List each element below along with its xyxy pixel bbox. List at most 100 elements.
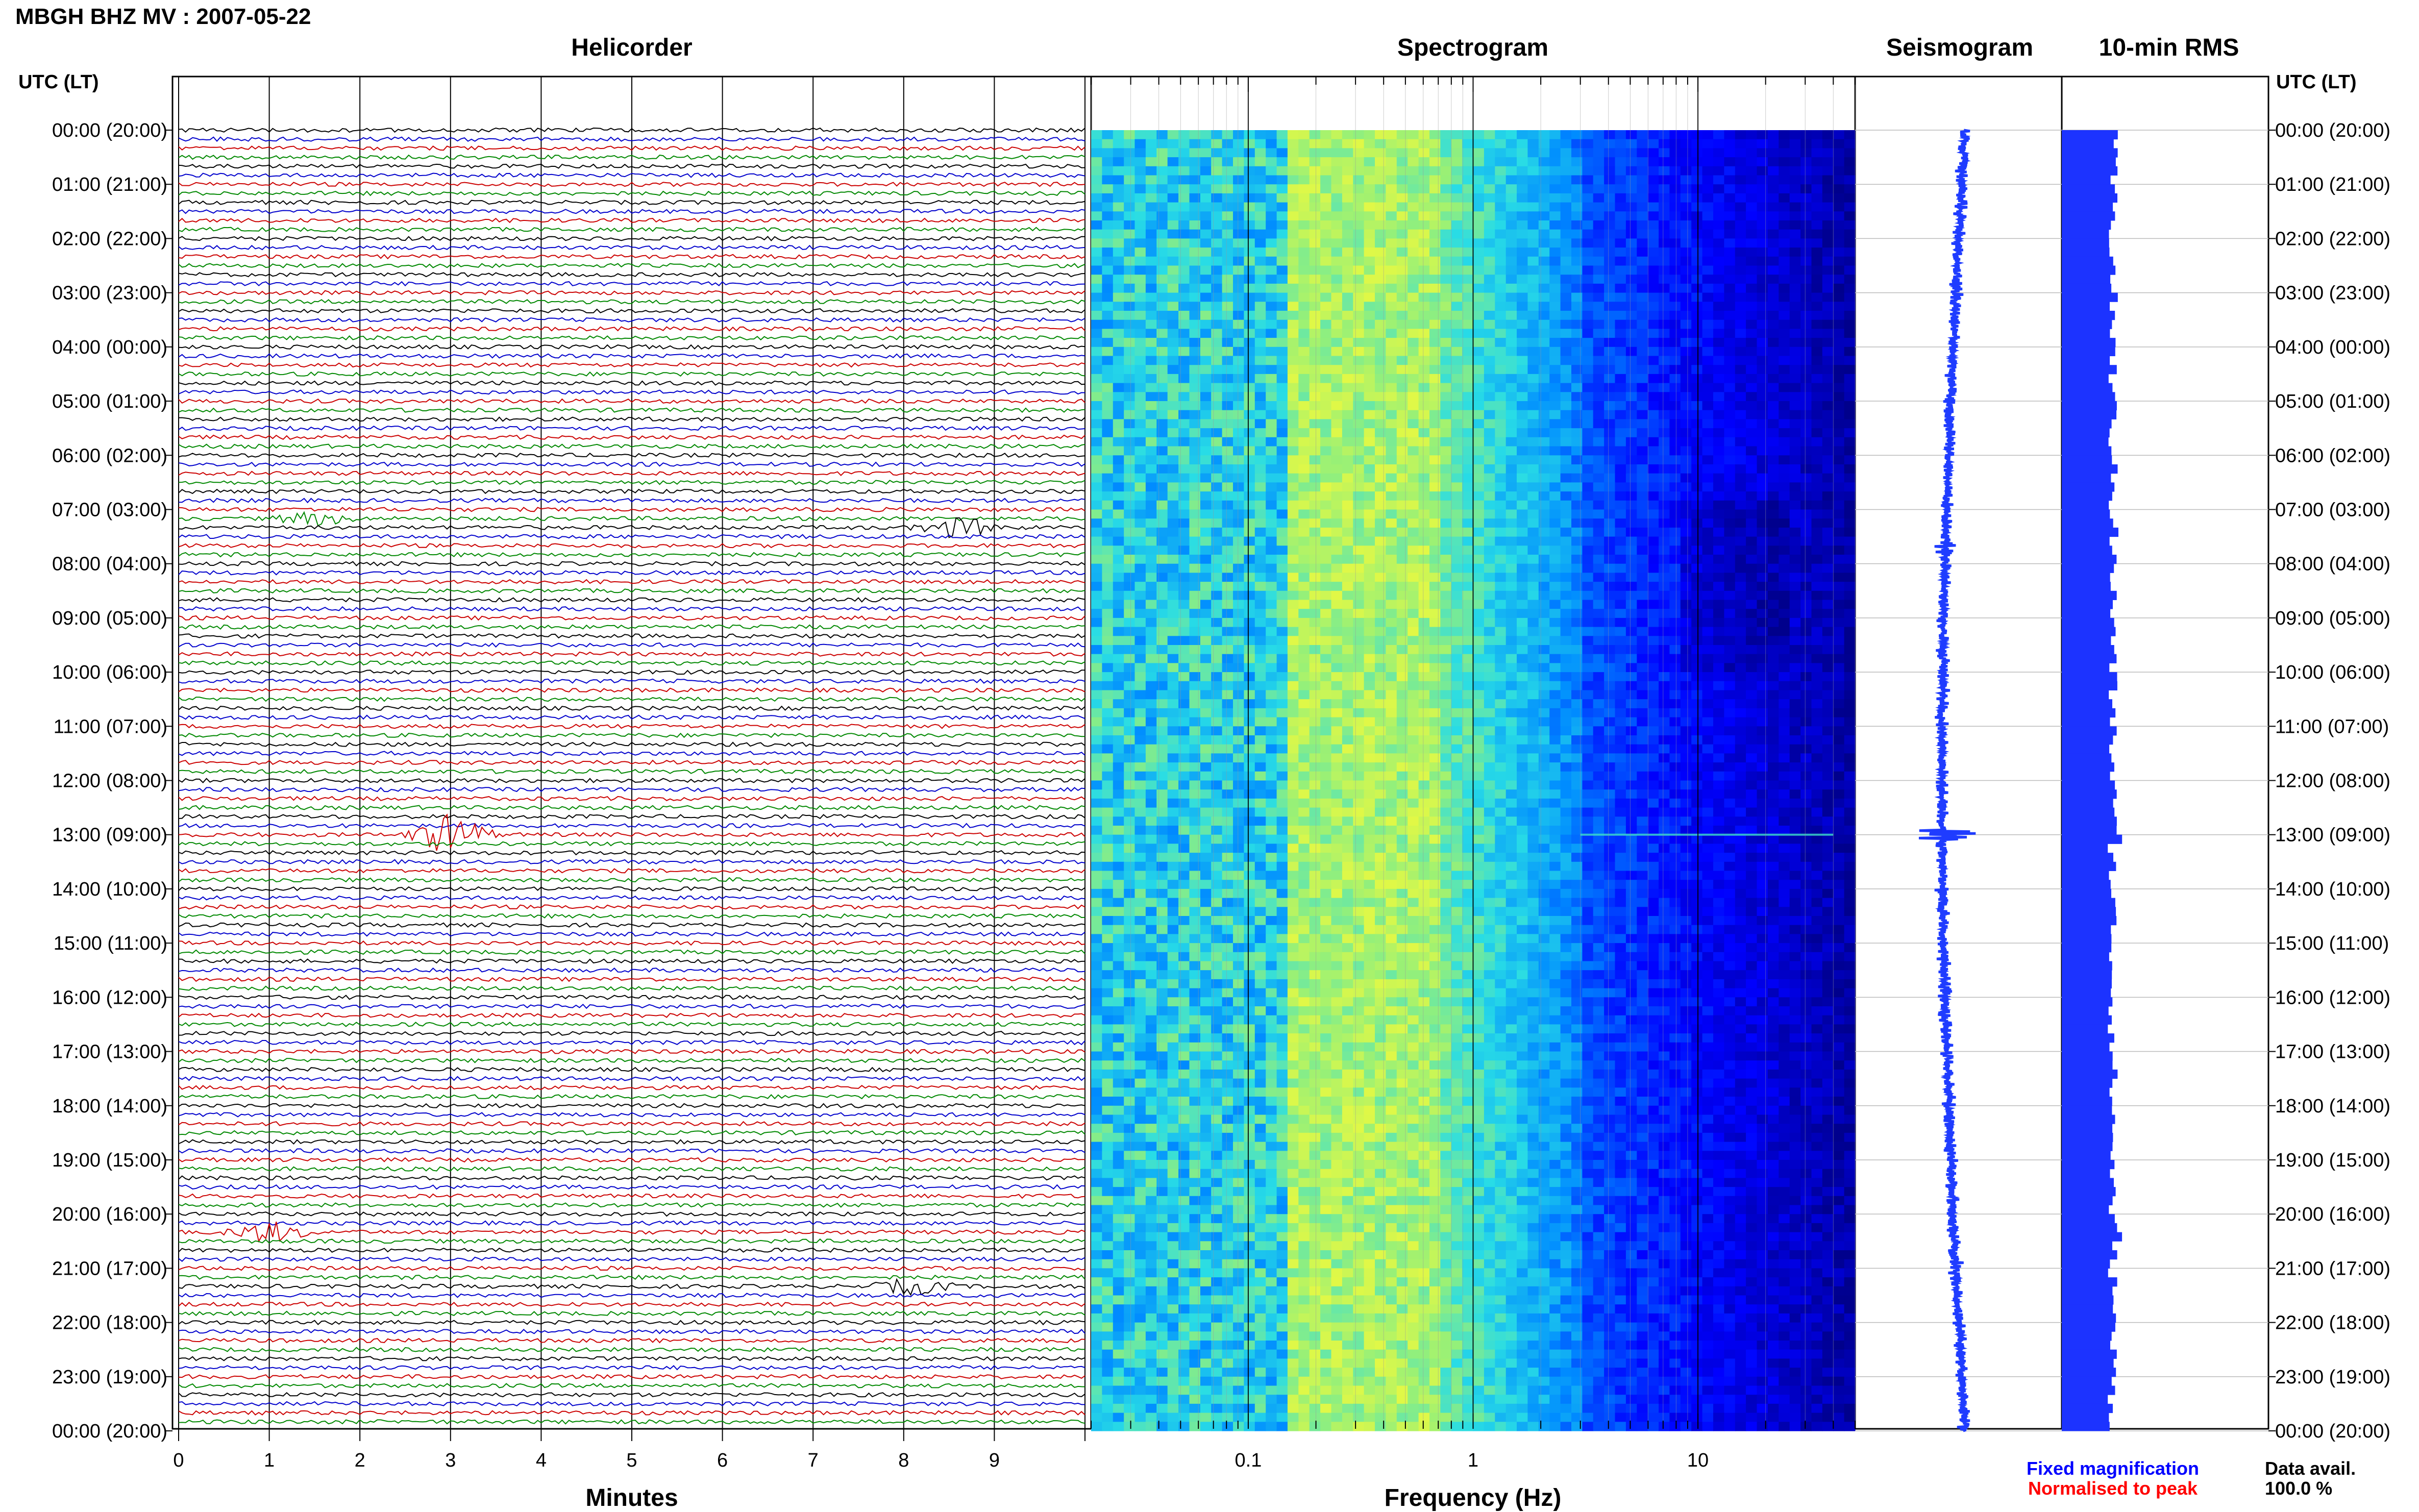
spectrogram-cell — [1200, 663, 1212, 673]
spectrogram-cell — [1517, 735, 1528, 745]
spectrogram-cell — [1200, 356, 1212, 365]
spectrogram-cell — [1571, 229, 1583, 239]
spectrogram-cell — [1266, 672, 1277, 682]
spectrogram-cell — [1527, 292, 1539, 302]
spectrogram-cell — [1625, 401, 1638, 411]
spectrogram-cell — [1484, 365, 1496, 375]
spectrogram-cell — [1451, 546, 1463, 555]
spectrogram-cell — [1309, 148, 1321, 158]
spectrogram-cell — [1517, 184, 1528, 194]
spectrogram-cell — [1637, 356, 1648, 365]
spectrogram-cell — [1102, 645, 1114, 655]
spectrogram-cell — [1113, 419, 1124, 429]
spectrogram-cell — [1287, 744, 1299, 754]
spectrogram-cell — [1767, 753, 1780, 763]
spectrogram-cell — [1538, 392, 1550, 402]
spectrogram-cell — [1440, 265, 1452, 275]
spectrogram-cell — [1582, 302, 1594, 311]
spectrogram-cell — [1276, 247, 1288, 257]
spectrogram-cell — [1342, 346, 1354, 357]
spectrogram-cell — [1375, 518, 1387, 528]
spectrogram-cell — [1702, 283, 1714, 293]
spectrogram-cell — [1713, 509, 1725, 519]
spectrogram-cell — [1091, 699, 1103, 709]
spectrogram-cell — [1189, 419, 1201, 429]
spectrogram-cell — [1211, 356, 1223, 365]
spectrogram-cell — [1320, 374, 1332, 384]
spectrogram-cell — [1386, 546, 1397, 555]
spectrogram-cell — [1789, 356, 1801, 365]
spectrogram-cell — [1691, 509, 1703, 519]
spectrogram-cell — [1560, 518, 1572, 528]
spectrogram-cell — [1364, 573, 1375, 582]
spectrogram-cell — [1320, 645, 1332, 655]
spectrogram-cell — [1713, 744, 1725, 754]
spectrogram-cell — [1811, 590, 1823, 601]
spectrogram-cell — [1735, 573, 1746, 582]
spectrogram-cell — [1615, 482, 1626, 492]
spectrogram-cell — [1495, 311, 1507, 320]
spectrogram-cell — [1211, 636, 1223, 646]
spectrogram-cell — [1353, 473, 1365, 483]
spectrogram-cell — [1254, 609, 1266, 618]
data-availability-value: 100.0 % — [2265, 1478, 2333, 1499]
spectrogram-cell — [1560, 617, 1572, 628]
spectrogram-cell — [1331, 636, 1343, 646]
spectrogram-cell — [1615, 193, 1626, 203]
spectrogram-cell — [1211, 645, 1223, 655]
spectrogram-cell — [1375, 563, 1387, 573]
spectrogram-cell — [1637, 509, 1648, 519]
spectrogram-cell — [1440, 762, 1452, 772]
spectrogram-cell — [1102, 319, 1114, 329]
spectrogram-cell — [1757, 275, 1768, 284]
spectrogram-cell — [1396, 193, 1408, 203]
spectrogram-cell — [1571, 600, 1583, 609]
spectrogram-cell — [1222, 319, 1233, 329]
spectrogram-cell — [1833, 446, 1845, 456]
spectrogram-cell — [1244, 166, 1255, 176]
spectrogram-cell — [1604, 590, 1616, 601]
spectrogram-cell — [1659, 238, 1670, 248]
spectrogram-cell — [1320, 184, 1332, 194]
spectrogram-cell — [1276, 482, 1288, 492]
spectrogram-cell — [1102, 446, 1114, 456]
spectrogram-cell — [1811, 563, 1823, 573]
spectrogram-cell — [1571, 329, 1583, 338]
spectrogram-cell — [1233, 582, 1245, 591]
spectrogram-cell — [1833, 464, 1845, 474]
spectrogram-cell — [1233, 275, 1245, 284]
spectrogram-cell — [1320, 193, 1332, 203]
spectrogram-cell — [1178, 184, 1190, 194]
spectrogram-cell — [1462, 428, 1474, 438]
spectrogram-cell — [1418, 455, 1430, 465]
spectrogram-cell — [1767, 509, 1780, 519]
spectrogram-cell — [1386, 220, 1397, 230]
spectrogram-cell — [1440, 744, 1452, 754]
spectrogram-cell — [1757, 401, 1768, 411]
spectrogram-cell — [1637, 311, 1648, 320]
spectrogram-cell — [1211, 319, 1223, 329]
spectrogram-cell — [1560, 654, 1572, 663]
spectrogram-cell — [1178, 220, 1190, 230]
spectrogram-cell — [1800, 509, 1812, 519]
spectrogram-cell — [1178, 636, 1190, 646]
spectrogram-cell — [1593, 346, 1605, 357]
spectrogram-cell — [1189, 428, 1201, 438]
spectrogram-cell — [1276, 202, 1288, 212]
spectrogram-cell — [1211, 302, 1223, 311]
spectrogram-cell — [1779, 401, 1790, 411]
spectrogram-cell — [1560, 672, 1572, 682]
spectrogram-cell — [1702, 265, 1714, 275]
spectrogram-cell — [1484, 708, 1496, 718]
spectrogram-cell — [1767, 319, 1780, 329]
spectrogram-cell — [1320, 346, 1332, 357]
spectrogram-cell — [1462, 275, 1474, 284]
spectrogram-cell — [1571, 672, 1583, 682]
spectrogram-cell — [1680, 319, 1692, 329]
spectrogram-cell — [1124, 247, 1136, 257]
spectrogram-cell — [1746, 356, 1758, 365]
spectrogram-cell — [1167, 627, 1179, 636]
spectrogram-cell — [1418, 338, 1430, 348]
spectrogram-cell — [1495, 166, 1507, 176]
